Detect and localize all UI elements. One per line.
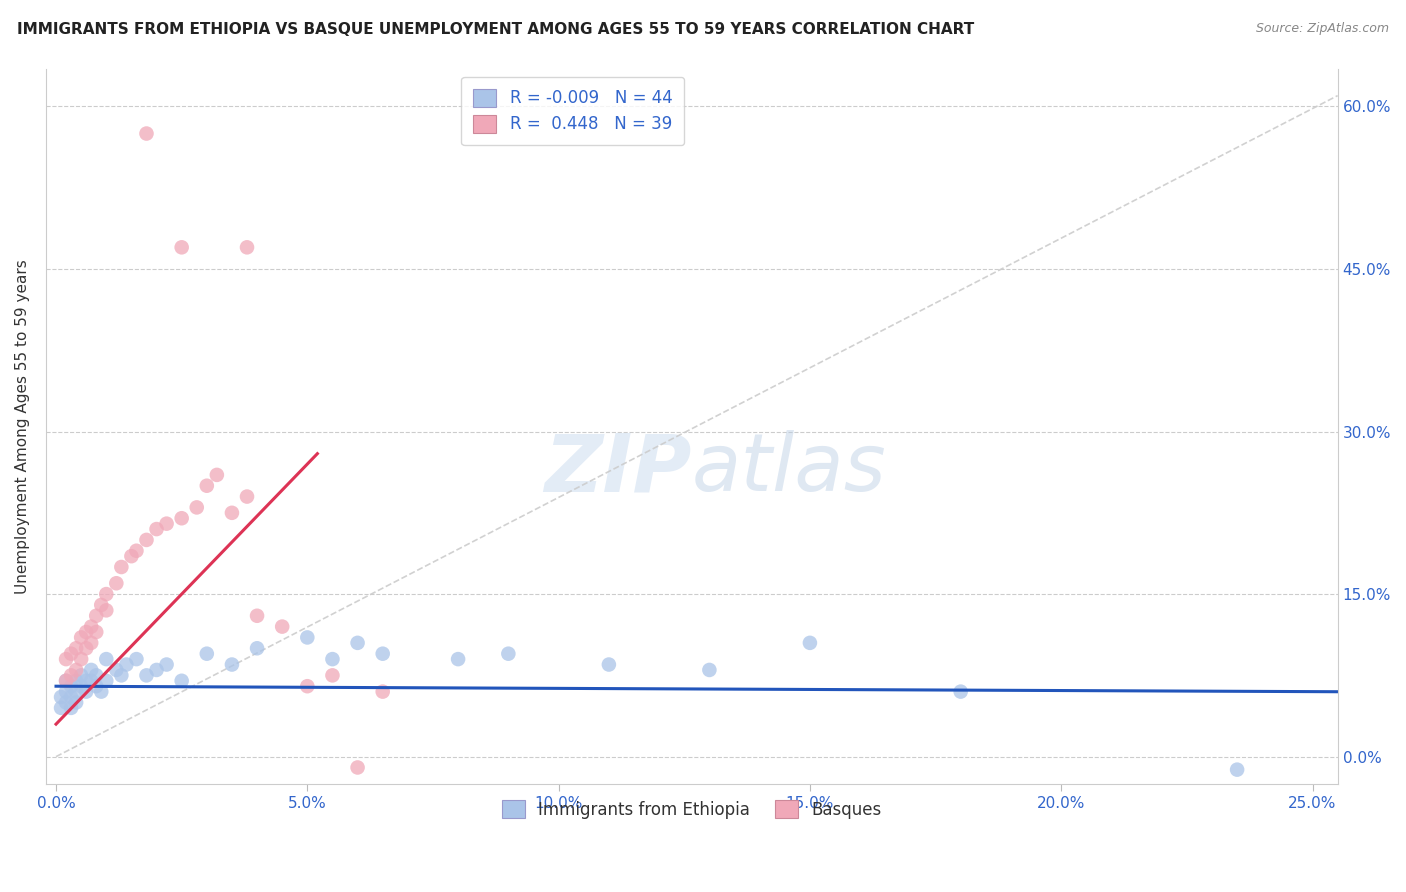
Point bbox=[49, 690, 72, 704]
Point bbox=[236, 490, 259, 504]
Point bbox=[155, 516, 177, 531]
Text: atlas: atlas bbox=[692, 430, 887, 508]
Point bbox=[65, 684, 87, 698]
Point bbox=[170, 240, 193, 254]
Point bbox=[115, 657, 138, 672]
Point bbox=[145, 522, 167, 536]
Point bbox=[125, 543, 148, 558]
Point bbox=[221, 506, 243, 520]
Point bbox=[246, 641, 269, 656]
Point bbox=[110, 560, 132, 574]
Y-axis label: Unemployment Among Ages 55 to 59 years: Unemployment Among Ages 55 to 59 years bbox=[15, 259, 30, 593]
Point bbox=[170, 511, 193, 525]
Point bbox=[125, 652, 148, 666]
Point bbox=[75, 625, 97, 640]
Point bbox=[80, 663, 103, 677]
Point bbox=[75, 641, 97, 656]
Point bbox=[110, 668, 132, 682]
Point bbox=[346, 636, 368, 650]
Point bbox=[105, 663, 128, 677]
Text: IMMIGRANTS FROM ETHIOPIA VS BASQUE UNEMPLOYMENT AMONG AGES 55 TO 59 YEARS CORREL: IMMIGRANTS FROM ETHIOPIA VS BASQUE UNEMP… bbox=[17, 22, 974, 37]
Point bbox=[297, 679, 319, 693]
Point bbox=[55, 652, 77, 666]
Point bbox=[195, 479, 218, 493]
Point bbox=[145, 663, 167, 677]
Point bbox=[1226, 763, 1249, 777]
Point bbox=[205, 467, 228, 482]
Point bbox=[949, 684, 972, 698]
Point bbox=[498, 647, 520, 661]
Point bbox=[346, 760, 368, 774]
Point bbox=[221, 657, 243, 672]
Point bbox=[321, 652, 343, 666]
Point bbox=[297, 631, 319, 645]
Point bbox=[65, 641, 87, 656]
Point bbox=[96, 673, 118, 688]
Point bbox=[80, 673, 103, 688]
Point bbox=[598, 657, 620, 672]
Point bbox=[80, 619, 103, 633]
Point bbox=[186, 500, 208, 515]
Point bbox=[55, 673, 77, 688]
Point bbox=[70, 631, 93, 645]
Point bbox=[65, 663, 87, 677]
Point bbox=[170, 673, 193, 688]
Point bbox=[84, 668, 107, 682]
Point bbox=[70, 679, 93, 693]
Point bbox=[55, 696, 77, 710]
Point bbox=[65, 696, 87, 710]
Point bbox=[70, 668, 93, 682]
Point bbox=[90, 684, 112, 698]
Point bbox=[65, 673, 87, 688]
Point bbox=[49, 701, 72, 715]
Point bbox=[195, 647, 218, 661]
Point bbox=[135, 533, 157, 547]
Point bbox=[75, 684, 97, 698]
Point bbox=[75, 673, 97, 688]
Point bbox=[135, 668, 157, 682]
Point bbox=[96, 603, 118, 617]
Point bbox=[321, 668, 343, 682]
Point bbox=[371, 684, 394, 698]
Point bbox=[271, 619, 294, 633]
Point bbox=[90, 598, 112, 612]
Point bbox=[55, 673, 77, 688]
Point bbox=[236, 240, 259, 254]
Point bbox=[246, 608, 269, 623]
Point bbox=[371, 647, 394, 661]
Point bbox=[135, 127, 157, 141]
Point bbox=[70, 652, 93, 666]
Point bbox=[84, 679, 107, 693]
Point bbox=[80, 636, 103, 650]
Point bbox=[60, 701, 83, 715]
Point bbox=[447, 652, 470, 666]
Point bbox=[155, 657, 177, 672]
Point bbox=[799, 636, 821, 650]
Point bbox=[84, 608, 107, 623]
Point bbox=[60, 668, 83, 682]
Point bbox=[120, 549, 142, 564]
Point bbox=[60, 679, 83, 693]
Point bbox=[105, 576, 128, 591]
Point bbox=[84, 625, 107, 640]
Point bbox=[55, 684, 77, 698]
Point bbox=[96, 652, 118, 666]
Point bbox=[60, 647, 83, 661]
Legend: Immigrants from Ethiopia, Basques: Immigrants from Ethiopia, Basques bbox=[495, 794, 889, 825]
Text: Source: ZipAtlas.com: Source: ZipAtlas.com bbox=[1256, 22, 1389, 36]
Text: ZIP: ZIP bbox=[544, 430, 692, 508]
Point bbox=[699, 663, 721, 677]
Point bbox=[96, 587, 118, 601]
Point bbox=[60, 690, 83, 704]
